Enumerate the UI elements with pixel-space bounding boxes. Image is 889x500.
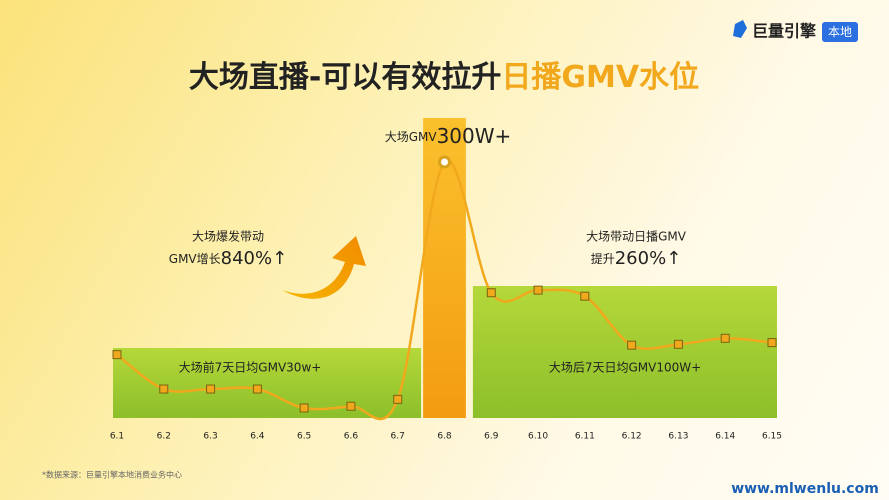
- peak-label: 大场GMV: [385, 130, 438, 144]
- x-tick-label: 6.7: [391, 432, 405, 442]
- lift-label-1: 大场带动日播GMV: [586, 230, 687, 244]
- lift-value: 260%↑: [615, 248, 682, 269]
- before-region: [113, 348, 422, 418]
- x-tick-label: 6.14: [715, 432, 735, 442]
- x-tick-label: 6.6: [344, 432, 359, 442]
- logo-icon: [733, 20, 747, 38]
- marker: [673, 339, 683, 349]
- growth-label-1: 大场爆发带动: [192, 229, 264, 244]
- growth-label-2: GMV增长: [169, 252, 221, 266]
- marker: [159, 384, 169, 394]
- marker: [720, 333, 730, 343]
- growth-arrow: [282, 236, 366, 299]
- x-tick-label: 6.5: [297, 432, 311, 442]
- marker: [486, 288, 496, 298]
- x-tick-label: 6.8: [437, 432, 452, 442]
- x-tick-label: 6.12: [622, 432, 642, 442]
- growth-value: 840%↑: [221, 248, 288, 269]
- x-tick-label: 6.15: [762, 432, 782, 442]
- title-main: 大场直播-可以有效拉升: [189, 60, 501, 95]
- chart-title: 大场直播-可以有效拉升日播GMV水位: [189, 60, 699, 95]
- before-label: 大场前7天日均GMV30w+: [179, 360, 322, 375]
- marker: [533, 285, 543, 295]
- marker: [580, 291, 590, 301]
- title-highlight: 日播GMV水位: [501, 60, 699, 95]
- marker: [112, 350, 122, 360]
- brand-tag-bg: [822, 22, 858, 42]
- source: *数据来源：巨量引擎本地消费业务中心: [42, 470, 182, 480]
- marker: [299, 403, 309, 413]
- lift-text: 提升260%↑: [591, 248, 682, 269]
- logo: 巨量引擎 本地: [733, 20, 858, 42]
- x-tick-label: 6.9: [484, 432, 499, 442]
- marker: [206, 384, 216, 394]
- x-tick-label: 6.13: [668, 432, 688, 442]
- after-region: [472, 286, 777, 418]
- marker: [627, 340, 637, 350]
- peak-value: 300W+: [437, 124, 512, 148]
- x-tick-label: 6.2: [157, 432, 171, 442]
- after-label: 大场后7天日均GMV100W+: [549, 361, 701, 375]
- x-tick-label: 6.4: [250, 432, 265, 442]
- marker: [252, 384, 262, 394]
- growth-text: GMV增长840%↑: [169, 248, 287, 269]
- marker: [393, 394, 403, 404]
- brand-tag: 本地: [828, 25, 852, 39]
- brand-name: 巨量引擎: [752, 22, 817, 41]
- marker: [767, 338, 777, 348]
- lift-label-2: 提升: [591, 251, 615, 266]
- peak-text: 大场GMV300W+: [385, 124, 512, 148]
- x-tick-label: 6.1: [110, 432, 124, 442]
- x-tick-label: 6.11: [575, 432, 595, 442]
- peak-marker: [438, 155, 451, 169]
- x-tick-label: 6.3: [203, 432, 217, 442]
- watermark: www.mlwenlu.com: [731, 481, 879, 497]
- x-tick-label: 6.10: [528, 432, 548, 442]
- marker: [346, 401, 356, 411]
